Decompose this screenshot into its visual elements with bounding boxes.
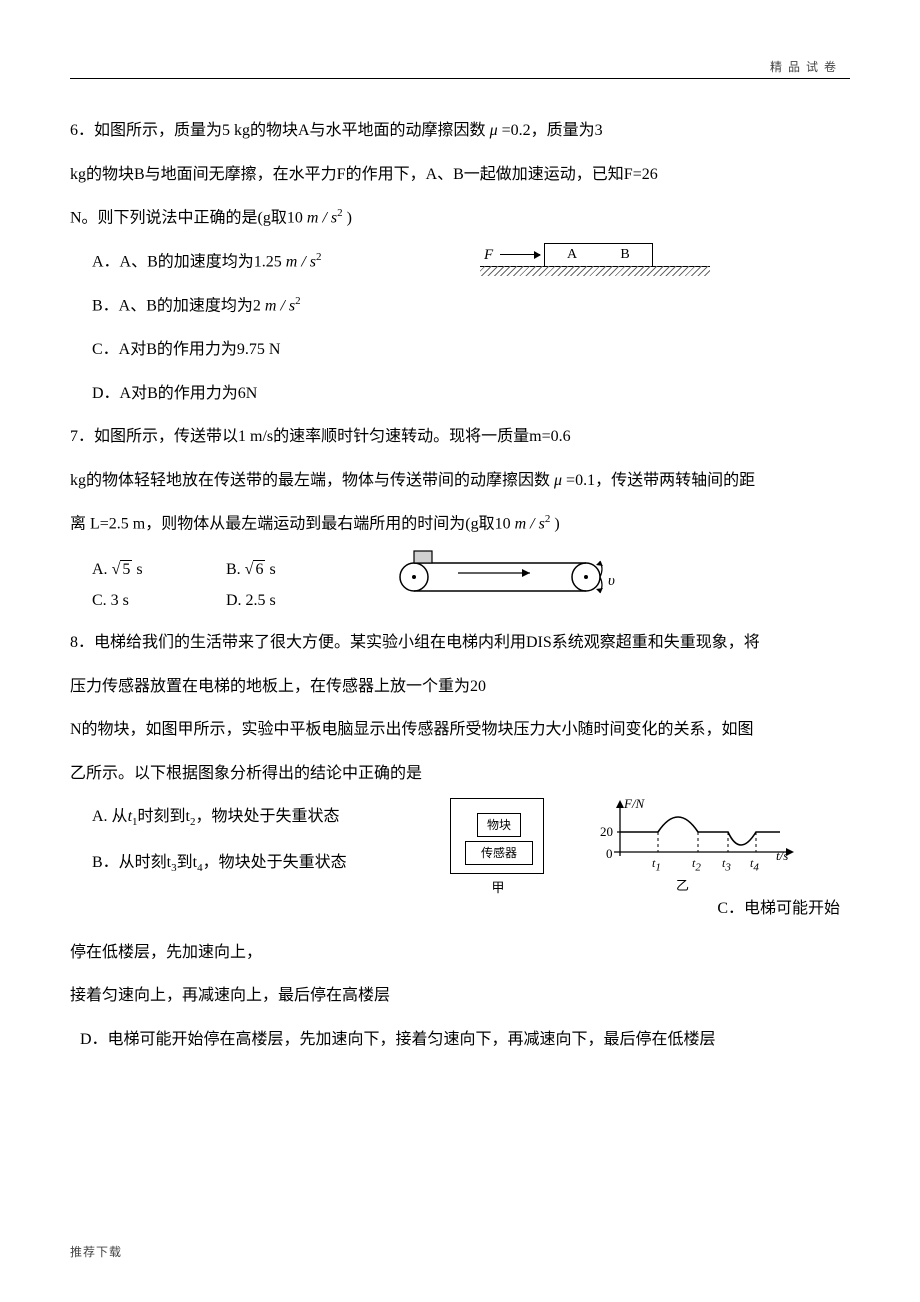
mu-symbol: μ: [490, 122, 498, 139]
q7-A-pre: A.: [92, 561, 112, 578]
q8-opt-b: B．从时刻t3到t4，物块处于失重状态: [70, 850, 850, 878]
y-tick-20: 20: [600, 822, 613, 843]
q7-line2: kg的物体轻轻地放在传送带的最左端，物体与传送带间的动摩擦因数 μ =0.1，传…: [70, 468, 850, 494]
q8-Bc: ，物块处于失重状态: [203, 854, 347, 871]
q7-B-post: s: [265, 561, 275, 578]
content: 6．如图所示，质量为5 kg的物块A与水平地面的动摩擦因数 μ =0.2，质量为…: [70, 60, 850, 1052]
sqrt-val-b: 6: [253, 560, 265, 578]
q6-text1b: =0.2，质量为3: [502, 122, 603, 139]
q6-line3: N。则下列说法中正确的是(g取10 m / s2 ): [70, 205, 850, 231]
figure-conveyor: υ: [390, 547, 650, 606]
q6-opt-c: C．A对B的作用力为9.75 N: [70, 337, 850, 363]
q8-Aa: A. 从: [92, 808, 128, 825]
unit-ms-3: m / s: [515, 516, 545, 533]
unit-ms-b: m / s: [265, 297, 295, 314]
header-label: 精品试卷: [770, 58, 842, 75]
q6-B: B．A、B的加速度均为2: [92, 297, 265, 314]
q8-Ac: ，物块处于失重状态: [195, 808, 339, 825]
q6-opt-b: B．A、B的加速度均为2 m / s2: [70, 293, 850, 319]
q6-l3b: ): [347, 210, 352, 227]
q7-line3: 离 L=2.5 m，则物体从最左端运动到最右端所用的时间为(g取10 m / s…: [70, 511, 850, 537]
q7-opt-b: B. √6 s: [226, 555, 346, 585]
q6-opt-d: D．A对B的作用力为6N: [70, 381, 850, 407]
sqrt-val-a: 5: [120, 560, 132, 578]
q6-opt-a: A．A、B的加速度均为1.25 m / s2 F A B: [70, 249, 850, 275]
block-b: B: [598, 243, 653, 267]
q7-opt-a: A. √5 s: [92, 555, 222, 585]
figure-blocks-ab: F A B: [480, 243, 730, 289]
q8-opt-d: D．电梯可能开始停在高楼层，先加速向下，接着匀速向下，再减速向下，最后停在低楼层: [70, 1027, 850, 1053]
q8-opt-c-line3: 接着匀速向上，再减速向上，最后停在高楼层: [70, 983, 850, 1009]
page: 精品试卷 6．如图所示，质量为5 kg的物块A与水平地面的动摩擦因数 μ =0.…: [0, 0, 920, 1302]
q8-opt-c-line2: 停在低楼层，先加速向上，: [70, 940, 850, 966]
q8-Ba: B．从时刻t: [92, 854, 171, 871]
ground-hatch-icon: [480, 266, 710, 276]
unit-ms-a: m / s: [286, 253, 316, 270]
q7-options: A. √5 s C. 3 s B. √6 s D. 2.5 s: [70, 555, 850, 616]
footer-label: 推荐下载: [70, 1243, 122, 1260]
unit-sup-3: 2: [545, 513, 551, 525]
header-rule: [70, 78, 850, 79]
unit-ms: m / s: [307, 210, 337, 227]
q7-B-pre: B.: [226, 561, 245, 578]
unit-sup-b: 2: [295, 295, 301, 307]
q8-opt-a: A. 从t1时刻到t2，物块处于失重状态 物块 传感器 甲: [70, 804, 850, 832]
mu-symbol-2: μ: [554, 472, 562, 489]
force-label: F: [484, 243, 493, 267]
q8-line2: 压力传感器放置在电梯的地板上，在传感器上放一个重为20: [70, 674, 850, 700]
q8-line1: 8．电梯给我们的生活带来了很大方便。某实验小组在电梯内利用DIS系统观察超重和失…: [70, 630, 850, 656]
q7-l3b: ): [554, 516, 559, 533]
caption-right: 乙: [676, 876, 689, 897]
q7-l2a: kg的物体轻轻地放在传送带的最左端，物体与传送带间的动摩擦因数: [70, 472, 550, 489]
force-arrow-icon: [500, 254, 540, 255]
unit-sup: 2: [337, 207, 343, 219]
q8-Ab: 时刻到t: [138, 808, 190, 825]
block-label: 物块: [477, 813, 521, 837]
q8-line4: 乙所示。以下根据图象分析得出的结论中正确的是: [70, 761, 850, 787]
block-a: A: [544, 243, 600, 267]
velocity-label: υ: [608, 567, 615, 596]
unit-sup-a: 2: [316, 251, 322, 263]
q7-l2b: =0.1，传送带两转轴间的距: [566, 472, 755, 489]
apparatus: 物块 传感器 甲: [450, 798, 546, 899]
q8-line3: N的物块，如图甲所示，实验中平板电脑显示出传感器所受物块压力大小随时间变化的关系…: [70, 717, 850, 743]
force-time-graph: F/N 20 0 t/s t1 t2 t3 t4 乙: [590, 798, 800, 892]
q8-Bb: 到t: [177, 854, 197, 871]
conveyor-svg-icon: [390, 547, 630, 595]
q7-l3a: 离 L=2.5 m，则物体从最左端运动到最右端所用的时间为(g取10: [70, 516, 511, 533]
q6-A: A．A、B的加速度均为1.25: [92, 253, 282, 270]
q6-l3a: N。则下列说法中正确的是(g取10: [70, 210, 303, 227]
y-axis-text: F/N: [624, 796, 644, 811]
y-axis-label: F/N: [624, 794, 644, 815]
q7-A-post: s: [132, 561, 142, 578]
q7-opt-c: C. 3 s: [92, 586, 222, 616]
q6-text1: 6．如图所示，质量为5 kg的物块A与水平地面的动摩擦因数: [70, 122, 486, 139]
q6-line2: kg的物块B与地面间无摩擦，在水平力F的作用下，A、B一起做加速运动，已知F=2…: [70, 162, 850, 188]
q7-opt-d: D. 2.5 s: [226, 586, 346, 616]
q7-line1: 7．如图所示，传送带以1 m/s的速率顺时针匀速转动。现将一质量m=0.6: [70, 424, 850, 450]
q6-line1: 6．如图所示，质量为5 kg的物块A与水平地面的动摩擦因数 μ =0.2，质量为…: [70, 118, 850, 144]
q8-opt-c-line1: C．电梯可能开始: [70, 896, 850, 922]
